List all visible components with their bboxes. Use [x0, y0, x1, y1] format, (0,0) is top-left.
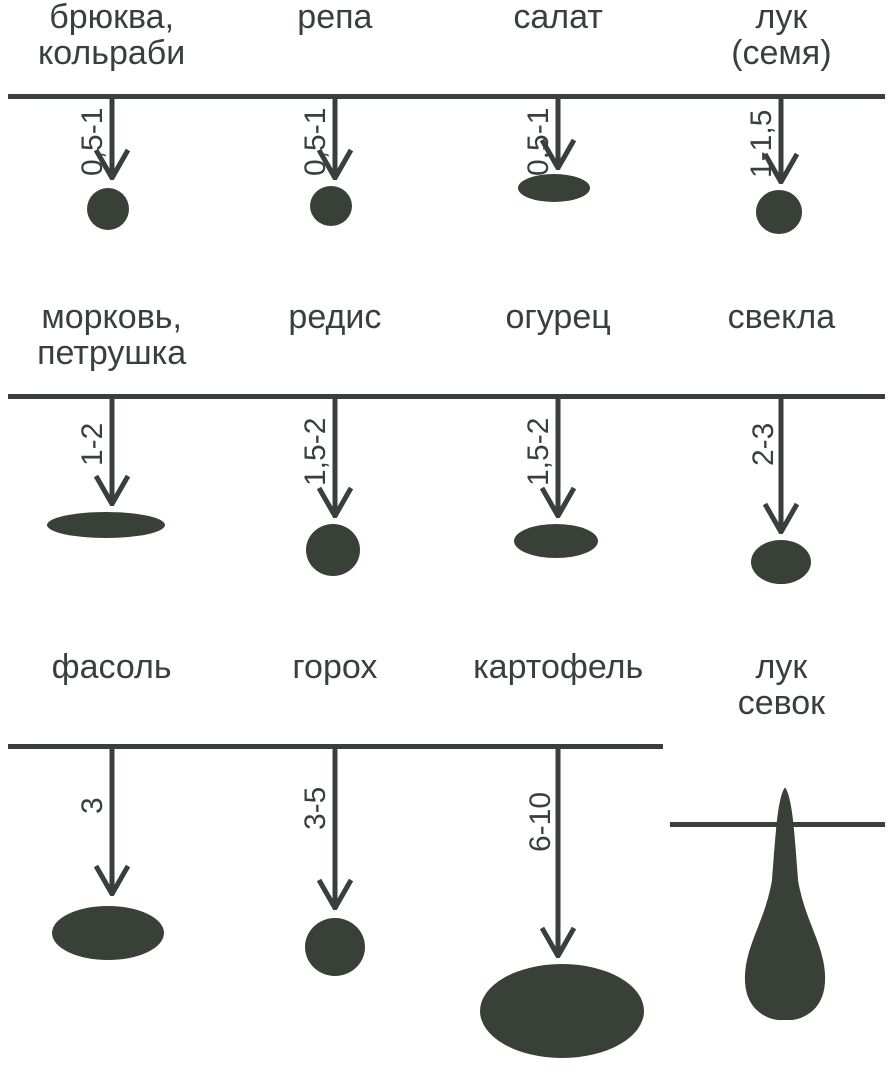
plant-cell: 3: [0, 746, 223, 986]
plant-cell: 1-2: [0, 396, 223, 636]
onion-set-shape: [740, 788, 830, 1020]
seed-shape: [756, 190, 802, 234]
depth-value: 0,5-1: [76, 108, 110, 176]
depth-arrow: [92, 746, 132, 896]
plant-label: лук (семя): [670, 0, 893, 71]
plant-label: свекла: [670, 300, 893, 371]
diagram-row: брюква, кольрабирепасалатлук (семя) 0,5-…: [0, 0, 893, 71]
depth-value: 3: [76, 797, 110, 814]
plant-cell: 1,5-2: [447, 396, 670, 636]
plant-cell: 6-10: [447, 746, 670, 986]
plant-cell: [670, 746, 893, 986]
plant-label: фасоль: [0, 650, 223, 721]
diagram-row: фасольгорохкартофельлук севок 3 3-5 6-10: [0, 650, 893, 721]
row-cells: 0,5-1 0,5-1 0,5-1 1-1,5: [0, 96, 893, 296]
row-labels: фасольгорохкартофельлук севок: [0, 650, 893, 721]
plant-label: картофель: [447, 650, 670, 721]
row-labels: брюква, кольрабирепасалатлук (семя): [0, 0, 893, 71]
depth-arrow: [538, 746, 578, 958]
plant-label: горох: [223, 650, 446, 721]
depth-value: 1,5-2: [522, 418, 556, 486]
plant-label: салат: [447, 0, 670, 71]
plant-label: огурец: [447, 300, 670, 371]
plant-label: брюква, кольраби: [0, 0, 223, 71]
plant-label: репа: [223, 0, 446, 71]
plant-cell: 2-3: [670, 396, 893, 636]
plant-cell: 1,5-2: [223, 396, 446, 636]
seed-shape: [514, 524, 598, 558]
row-labels: морковь, петрушкаредисогурецсвекла: [0, 300, 893, 371]
depth-value: 0,5-1: [299, 108, 333, 176]
diagram-row: морковь, петрушкаредисогурецсвекла 1-2 1…: [0, 300, 893, 371]
row-cells: 1-2 1,5-2 1,5-2 2-3: [0, 396, 893, 636]
plant-cell: 3-5: [223, 746, 446, 986]
seed-shape: [306, 524, 360, 576]
depth-value: 6-10: [524, 792, 558, 852]
plant-label: лук севок: [670, 650, 893, 721]
plant-label: морковь, петрушка: [0, 300, 223, 371]
seed-shape: [87, 188, 129, 230]
depth-value: 3-5: [299, 787, 333, 830]
seed-shape: [480, 964, 644, 1058]
depth-value: 1-2: [76, 423, 110, 466]
plant-label: редис: [223, 300, 446, 371]
depth-value: 0,5-1: [522, 108, 556, 176]
seed-shape: [47, 512, 165, 538]
seed-depth-diagram: { "colors": { "ink": "#3a3f3d", "seed": …: [0, 0, 893, 1075]
seed-shape: [305, 918, 365, 976]
row-cells: 3 3-5 6-10: [0, 746, 893, 1076]
seed-shape: [751, 540, 811, 584]
depth-value: 1-1,5: [745, 110, 779, 178]
seed-shape: [518, 174, 590, 202]
depth-value: 1,5-2: [299, 418, 333, 486]
depth-value: 2-3: [747, 423, 781, 466]
seed-shape: [52, 906, 164, 960]
seed-shape: [310, 186, 352, 226]
